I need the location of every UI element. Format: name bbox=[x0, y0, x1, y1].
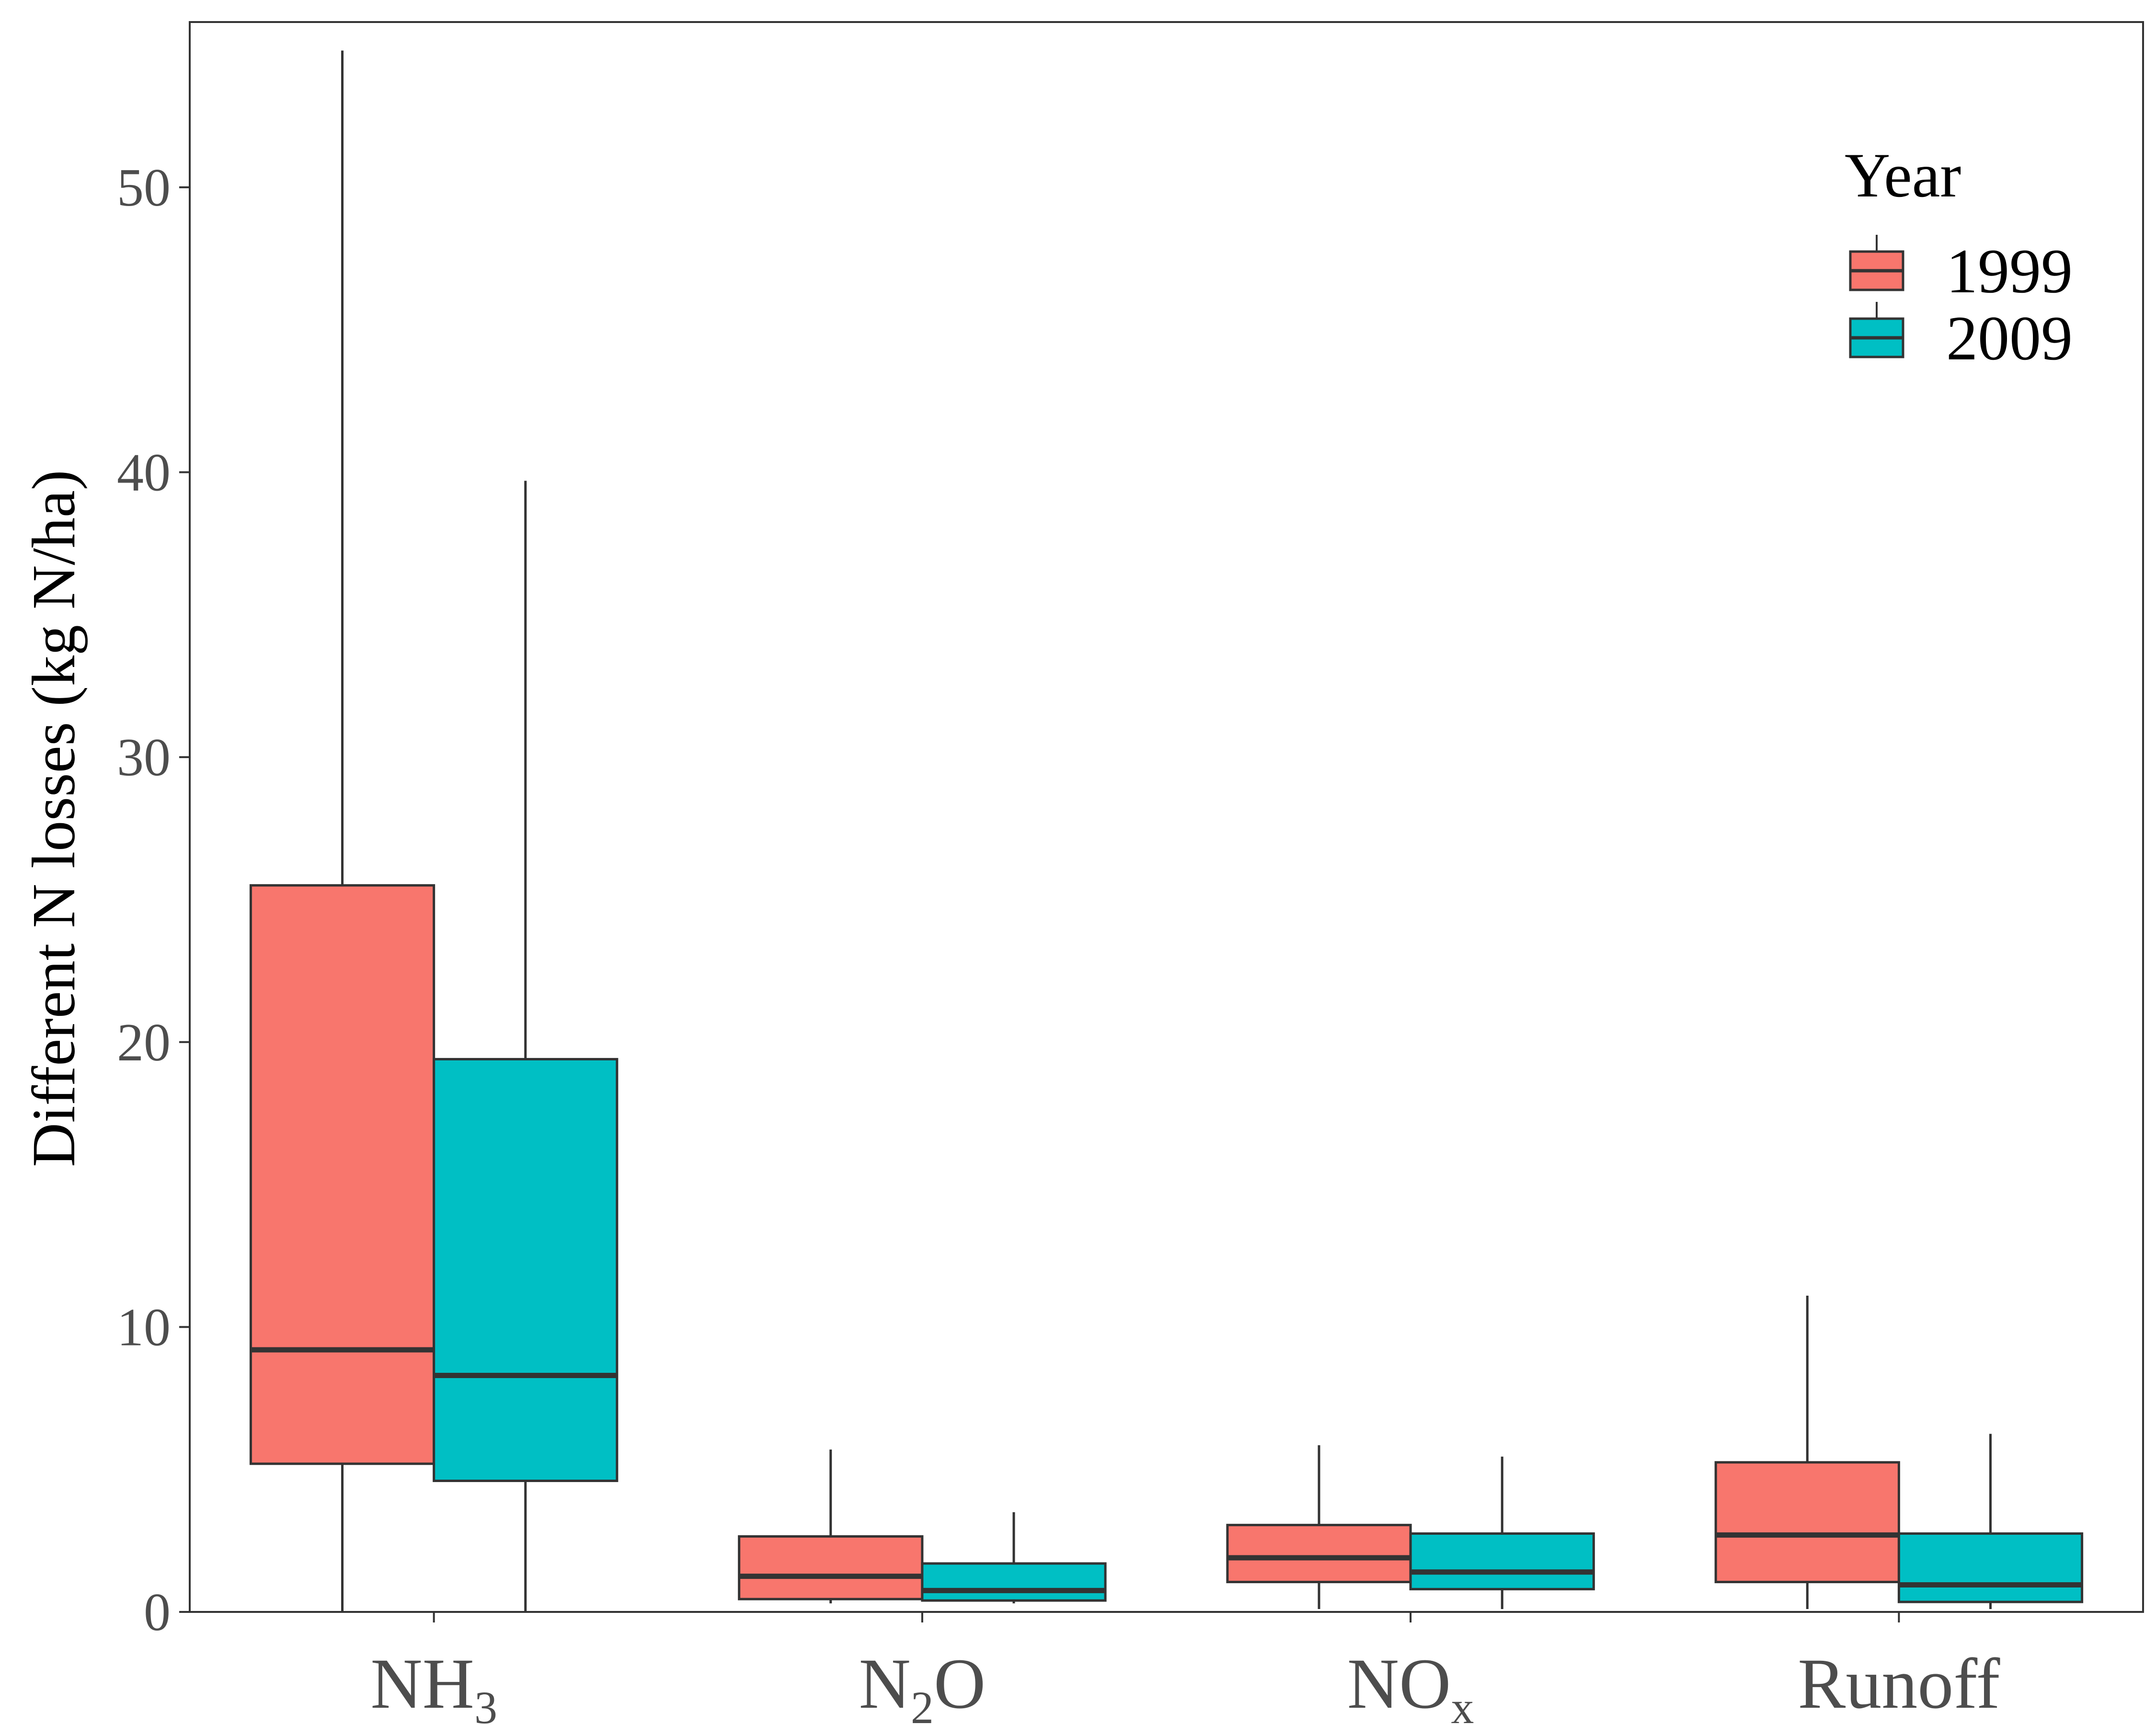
box-iqr bbox=[1409, 1532, 1595, 1590]
box-2009-2 bbox=[1409, 1456, 1595, 1610]
legend-item-1999: 1999 bbox=[1849, 235, 2073, 306]
box-1999-0 bbox=[249, 50, 436, 1612]
x-tick-label: NH3 bbox=[370, 1644, 497, 1725]
y-tick-label: 30 bbox=[117, 728, 171, 787]
y-axis-label: Different N losses (kg N/ha) bbox=[20, 470, 88, 1167]
x-tick-label: N2O bbox=[859, 1644, 986, 1725]
box-iqr bbox=[433, 1058, 619, 1482]
legend-label: 1999 bbox=[1946, 236, 2073, 306]
box-iqr bbox=[1226, 1524, 1412, 1584]
x-tick-label: NOx bbox=[1347, 1644, 1474, 1725]
box-2009-1 bbox=[921, 1512, 1107, 1604]
legend-item-2009: 2009 bbox=[1849, 302, 2073, 373]
y-tick-label: 40 bbox=[117, 443, 171, 503]
legend-label: 2009 bbox=[1946, 303, 2073, 373]
box-iqr bbox=[249, 884, 436, 1465]
box-2009-3 bbox=[1897, 1434, 2084, 1610]
box-2009-0 bbox=[433, 481, 619, 1612]
box-iqr bbox=[1897, 1532, 2084, 1603]
x-tick-label: Runoff bbox=[1798, 1644, 2000, 1724]
x-axis: NH3 N2O NOx Runoff bbox=[370, 1612, 2000, 1725]
box-1999-3 bbox=[1714, 1295, 1900, 1610]
boxes-layer bbox=[249, 50, 2084, 1612]
y-tick-label: 20 bbox=[117, 1013, 171, 1072]
box-1999-2 bbox=[1226, 1445, 1412, 1610]
y-tick-label: 0 bbox=[144, 1583, 171, 1642]
y-tick-label: 50 bbox=[117, 158, 171, 218]
box-iqr bbox=[738, 1535, 924, 1600]
box-iqr bbox=[1714, 1461, 1900, 1584]
y-axis: 0 10 20 30 40 50 bbox=[117, 158, 190, 1642]
legend-title: Year bbox=[1845, 140, 1961, 210]
y-tick-label: 10 bbox=[117, 1298, 171, 1357]
box-iqr bbox=[921, 1562, 1107, 1602]
